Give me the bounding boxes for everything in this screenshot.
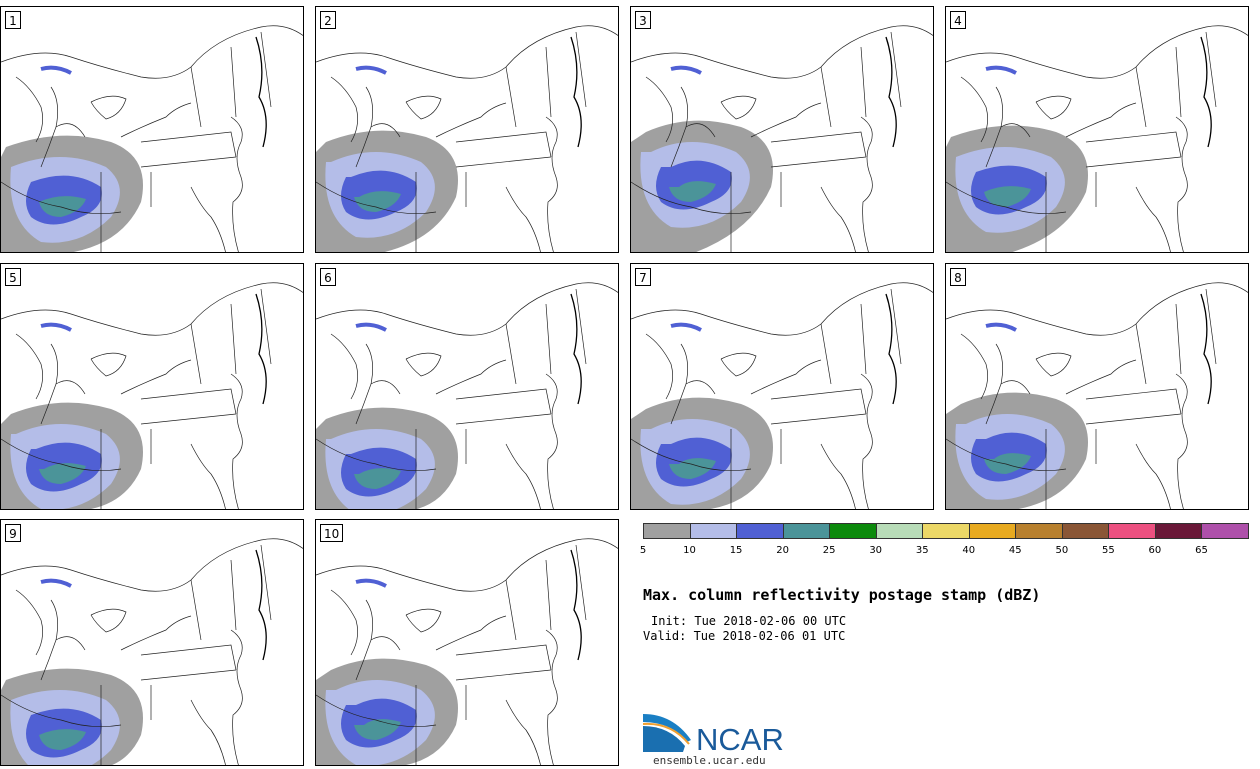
colorbar-cell bbox=[1015, 523, 1063, 539]
colorbar-tick-label: 30 bbox=[869, 545, 883, 556]
colorbar-tick-label: 20 bbox=[776, 545, 789, 556]
ncar-url: ensemble.ucar.edu bbox=[653, 754, 766, 767]
member-number-label: 7 bbox=[635, 268, 651, 286]
colorbar-tick-label: 15 bbox=[729, 545, 743, 556]
reflectivity-20-25 bbox=[354, 191, 401, 212]
reflectivity-20-25 bbox=[39, 196, 86, 217]
reflectivity-20-25 bbox=[354, 719, 401, 740]
colorbar-cell bbox=[1154, 523, 1203, 539]
colorbar-cell bbox=[1061, 523, 1110, 539]
init-time: Init: Tue 2018-02-06 00 UTC bbox=[651, 614, 847, 628]
reflectivity-20-25 bbox=[354, 468, 401, 489]
colorbar-tick-label: 5 bbox=[639, 545, 647, 556]
member-map bbox=[631, 25, 933, 252]
ncar-wordmark: NCAR bbox=[696, 722, 784, 754]
member-number-label: 2 bbox=[320, 11, 336, 29]
member-number-label: 6 bbox=[320, 268, 336, 286]
member-panel-4: 4 bbox=[945, 6, 1249, 253]
reflectivity-20-25 bbox=[39, 463, 86, 484]
colorbar-cell bbox=[875, 523, 924, 539]
member-panel-7: 7 bbox=[630, 263, 934, 510]
member-number-label: 4 bbox=[950, 11, 966, 29]
member-map bbox=[631, 282, 933, 509]
member-map bbox=[316, 25, 618, 252]
colorbar-tick-label: 40 bbox=[962, 545, 976, 556]
colorbar-cell bbox=[829, 523, 877, 539]
colorbar-tick-label: 25 bbox=[822, 545, 836, 556]
member-number-label: 3 bbox=[635, 11, 651, 29]
reflectivity-20-25 bbox=[39, 729, 86, 750]
member-number-label: 9 bbox=[5, 524, 21, 542]
colorbar-cell bbox=[689, 523, 738, 539]
member-panel-8: 8 bbox=[945, 263, 1249, 510]
colorbar-cell bbox=[643, 523, 691, 539]
colorbar-tick-label: 55 bbox=[1102, 545, 1115, 556]
reflectivity-20-25 bbox=[669, 458, 716, 479]
reflectivity-20-25 bbox=[984, 453, 1031, 474]
colorbar-cell bbox=[782, 523, 831, 539]
member-panel-1: 1 bbox=[0, 6, 304, 253]
member-number-label: 1 bbox=[5, 11, 21, 29]
member-number-label: 8 bbox=[950, 268, 966, 286]
colorbar-tick-label: 50 bbox=[1055, 545, 1069, 556]
colorbar-tick-label: 10 bbox=[683, 545, 696, 556]
member-map bbox=[946, 25, 1248, 252]
figure-title: Max. column reflectivity postage stamp (… bbox=[643, 586, 1041, 604]
member-map bbox=[1, 25, 303, 252]
colorbar-tick-label: 60 bbox=[1148, 545, 1162, 556]
member-panel-9: 9 bbox=[0, 519, 304, 766]
colorbar-cell bbox=[922, 523, 970, 539]
colorbar-cell bbox=[968, 523, 1017, 539]
member-number-label: 10 bbox=[320, 524, 344, 542]
member-map bbox=[316, 538, 618, 765]
colorbar-tick-label: 65 bbox=[1195, 545, 1208, 556]
ncar-swoosh-icon bbox=[643, 714, 691, 752]
member-panel-5: 5 bbox=[0, 263, 304, 510]
member-map bbox=[1, 282, 303, 509]
reflectivity-20-25 bbox=[669, 181, 716, 202]
ncar-logo: NCAR bbox=[642, 712, 793, 757]
colorbar-tick-label: 35 bbox=[915, 545, 929, 556]
reflectivity-colorbar bbox=[643, 523, 1249, 539]
member-number-label: 5 bbox=[5, 268, 21, 286]
member-panel-2: 2 bbox=[315, 6, 619, 253]
member-panel-3: 3 bbox=[630, 6, 934, 253]
member-map bbox=[1, 538, 303, 765]
member-map bbox=[316, 282, 618, 509]
colorbar-cell bbox=[1108, 523, 1156, 539]
colorbar-tick-label: 45 bbox=[1008, 545, 1022, 556]
colorbar-cell bbox=[736, 523, 784, 539]
member-map bbox=[946, 282, 1248, 509]
colorbar-cell bbox=[1201, 523, 1249, 539]
reflectivity-20-25 bbox=[984, 186, 1031, 207]
member-panel-6: 6 bbox=[315, 263, 619, 510]
member-panel-10: 10 bbox=[315, 519, 619, 766]
valid-time: Valid: Tue 2018-02-06 01 UTC bbox=[643, 629, 846, 643]
